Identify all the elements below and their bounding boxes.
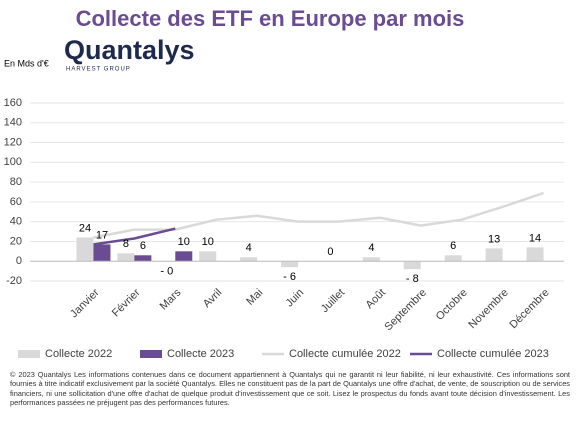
bar [526,247,544,262]
x-tick-label: Août [364,287,388,311]
chart: Collecte des ETF en Europe par mois Quan… [4,6,564,360]
x-tick-label: Février [110,286,143,319]
data-label: 4 [246,242,252,254]
data-label: 13 [488,233,500,245]
legend-label: Collecte 2023 [167,348,234,360]
chart-title: Collecte des ETF en Europe par mois [76,6,465,31]
data-label: 24 [79,222,91,234]
bar [485,248,503,262]
data-label: - 8 [406,273,419,285]
bar [134,255,152,262]
x-tick-label: Janvier [68,286,102,320]
bar [175,251,193,262]
bar [93,244,111,262]
bar [117,253,135,262]
data-label: 10 [178,236,190,248]
x-tick-label: Décembre [507,287,551,331]
x-tick-label: Avril [201,287,224,310]
brand-tagline: HARVEST GROUP [66,67,131,73]
data-label: 17 [96,229,108,241]
bar [362,257,380,262]
bar [444,255,462,262]
bar [199,251,217,262]
data-label: 0 [327,246,333,258]
y-tick-label: 160 [4,97,22,109]
data-label: 4 [368,242,374,254]
legend-swatch [140,350,162,358]
y-tick-label: 0 [16,255,22,267]
data-label: 8 [123,238,129,250]
data-label: - 6 [283,271,296,283]
y-tick-label: 100 [4,156,22,168]
x-tick-label: Mai [244,287,265,308]
legend-label: Collecte 2022 [45,348,112,360]
y-axis-label: En Mds d'€ [4,58,49,68]
x-tick-label: Juillet [319,287,347,315]
y-tick-label: 120 [4,136,22,148]
y-tick-label: 60 [10,196,22,208]
x-tick-label: Juin [283,287,306,310]
data-label: 6 [450,240,456,252]
x-tick-label: Mars [158,286,184,312]
y-tick-label: 40 [10,216,22,228]
footer: © 2023 Quantalys Les informations conten… [10,370,570,407]
bar [240,257,258,262]
bar [403,261,421,270]
legend-label: Collecte cumulée 2022 [289,348,401,360]
line [93,227,176,246]
x-tick-label: Novembre [466,287,510,331]
bar [281,261,299,268]
data-label: - 0 [160,265,173,277]
x-tick-label: Octobre [434,287,470,323]
y-tick-label: -20 [6,275,22,287]
bar [76,237,94,262]
legend-label: Collecte cumulée 2023 [437,348,549,360]
data-label: 6 [140,240,146,252]
y-tick-label: 20 [10,235,22,247]
y-tick-label: 140 [4,117,22,129]
legend-swatch [18,350,40,358]
brand-name: Quantalys [64,35,195,65]
x-tick-label: Septembre [382,287,429,334]
data-label: 10 [202,236,214,248]
y-tick-label: 80 [10,176,22,188]
data-label: 14 [529,232,541,244]
